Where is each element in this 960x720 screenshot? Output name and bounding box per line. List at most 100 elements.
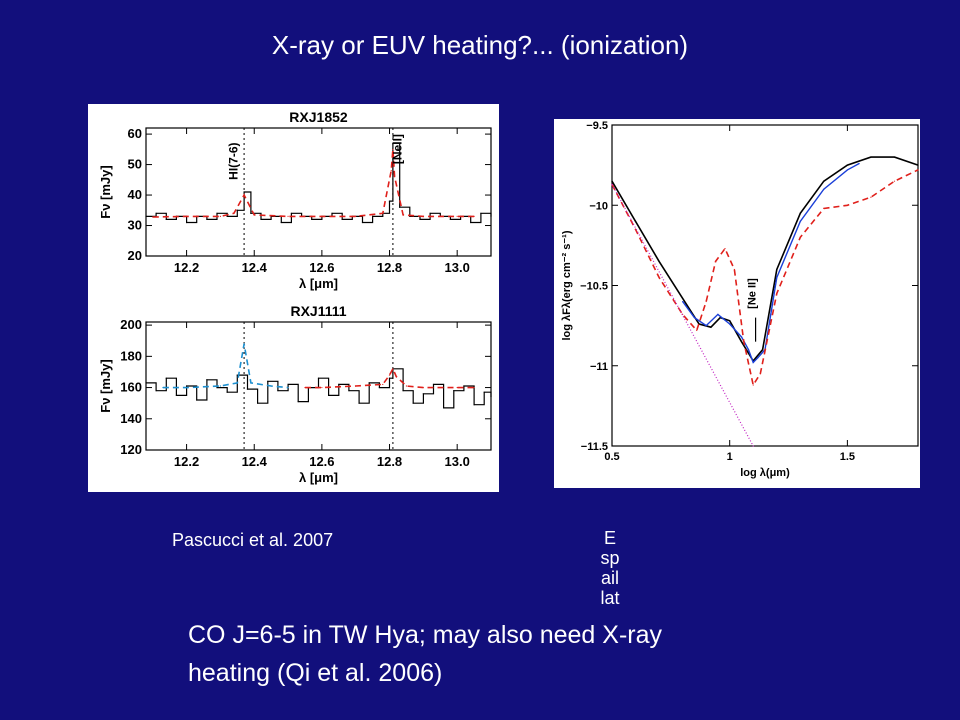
data-point	[893, 180, 896, 182]
data-point	[145, 215, 147, 217]
x-tick-label: 13.0	[445, 260, 470, 275]
data-point	[682, 297, 684, 299]
data-point	[185, 386, 188, 389]
x-axis-label: log λ(μm)	[740, 467, 790, 479]
x-axis-label: λ [μm]	[299, 470, 338, 485]
y-tick-label: 20	[128, 248, 142, 263]
data-point	[355, 215, 357, 217]
y-axis-label: log λFλ(erg cm⁻² s⁻¹)	[561, 230, 573, 340]
data-point	[243, 343, 245, 345]
data-point	[893, 156, 896, 158]
data-point	[917, 164, 919, 166]
data-point	[658, 260, 660, 263]
data-point	[236, 382, 238, 384]
data-point	[338, 383, 340, 386]
data-point	[733, 268, 735, 271]
y-tick-label: −10.5	[580, 281, 608, 293]
data-point	[219, 385, 222, 387]
y-tick-label: −11.5	[581, 441, 608, 453]
data-point	[250, 382, 252, 384]
data-point	[358, 402, 360, 404]
data-point	[270, 385, 272, 387]
data-point	[185, 215, 188, 217]
y-tick-label: 140	[120, 411, 142, 426]
data-point	[388, 200, 391, 202]
data-point	[392, 142, 394, 144]
slide-title: X-ray or EUV heating?... (ionization)	[271, 30, 689, 60]
data-point	[752, 361, 754, 364]
data-point	[368, 382, 370, 384]
data-point	[226, 391, 228, 393]
x-tick-label: 12.6	[309, 260, 334, 275]
data-point	[762, 349, 764, 351]
x-tick-label: 12.6	[309, 454, 334, 469]
data-point	[449, 218, 452, 221]
data-point	[693, 317, 695, 319]
data-point	[799, 212, 801, 214]
data-point	[870, 196, 872, 198]
data-point	[740, 341, 743, 343]
data-point	[870, 156, 872, 158]
data-point	[394, 176, 396, 178]
data-point	[747, 349, 750, 351]
data-point	[392, 148, 394, 150]
x-tick-label: 0.5	[604, 451, 619, 463]
data-point	[490, 215, 492, 217]
data-point	[348, 390, 350, 392]
data-point	[402, 390, 404, 392]
data-point	[483, 391, 485, 393]
data-point	[776, 268, 778, 271]
data-point	[388, 374, 391, 376]
data-point	[145, 382, 147, 384]
data-point	[226, 215, 228, 217]
data-point	[823, 188, 825, 190]
data-point	[917, 169, 919, 171]
data-point	[321, 386, 323, 389]
data-point	[162, 386, 164, 389]
series-line-dashed-red	[611, 169, 919, 388]
data-point	[260, 218, 262, 221]
data-point	[216, 212, 218, 214]
data-point	[331, 212, 333, 214]
data-point	[155, 390, 157, 392]
y-tick-label: −9.5	[586, 120, 608, 132]
y-tick-label: 50	[128, 157, 142, 172]
data-point	[776, 276, 778, 279]
data-point	[729, 323, 731, 325]
data-point	[419, 218, 421, 221]
y-tick-label: 120	[120, 442, 142, 457]
data-point	[714, 260, 717, 263]
x-axis-label: λ [μm]	[299, 276, 338, 291]
data-point	[422, 215, 424, 217]
data-point	[287, 215, 289, 217]
data-point	[395, 376, 397, 378]
data-point	[402, 214, 404, 216]
data-point	[355, 385, 357, 387]
data-point	[185, 385, 188, 387]
y-tick-label: −11	[590, 361, 608, 373]
data-point	[392, 368, 394, 370]
bottom-note-line1: CO J=6-5 in TW Hya; may also need X-ray	[188, 621, 663, 649]
data-point	[473, 215, 475, 217]
data-point	[287, 383, 289, 386]
data-point	[432, 383, 435, 386]
data-point	[243, 194, 245, 196]
y-tick-label: 60	[128, 126, 142, 141]
y-axis-label: Fν [mJy]	[98, 359, 113, 412]
data-point	[216, 386, 218, 389]
x-tick-label: 12.2	[174, 454, 199, 469]
data-point	[823, 180, 825, 182]
x-tick-label: 1.5	[840, 451, 855, 463]
data-point	[399, 206, 401, 208]
data-point	[165, 218, 167, 221]
data-point	[743, 341, 745, 343]
data-point	[705, 325, 707, 327]
data-point	[361, 221, 364, 224]
data-point	[453, 390, 455, 392]
data-point	[724, 247, 726, 250]
data-point	[412, 402, 414, 404]
y-tick-label: 200	[120, 317, 142, 332]
panel-title: RXJ1852	[289, 109, 348, 125]
data-point	[757, 357, 759, 359]
y-tick-label: 40	[128, 187, 142, 202]
